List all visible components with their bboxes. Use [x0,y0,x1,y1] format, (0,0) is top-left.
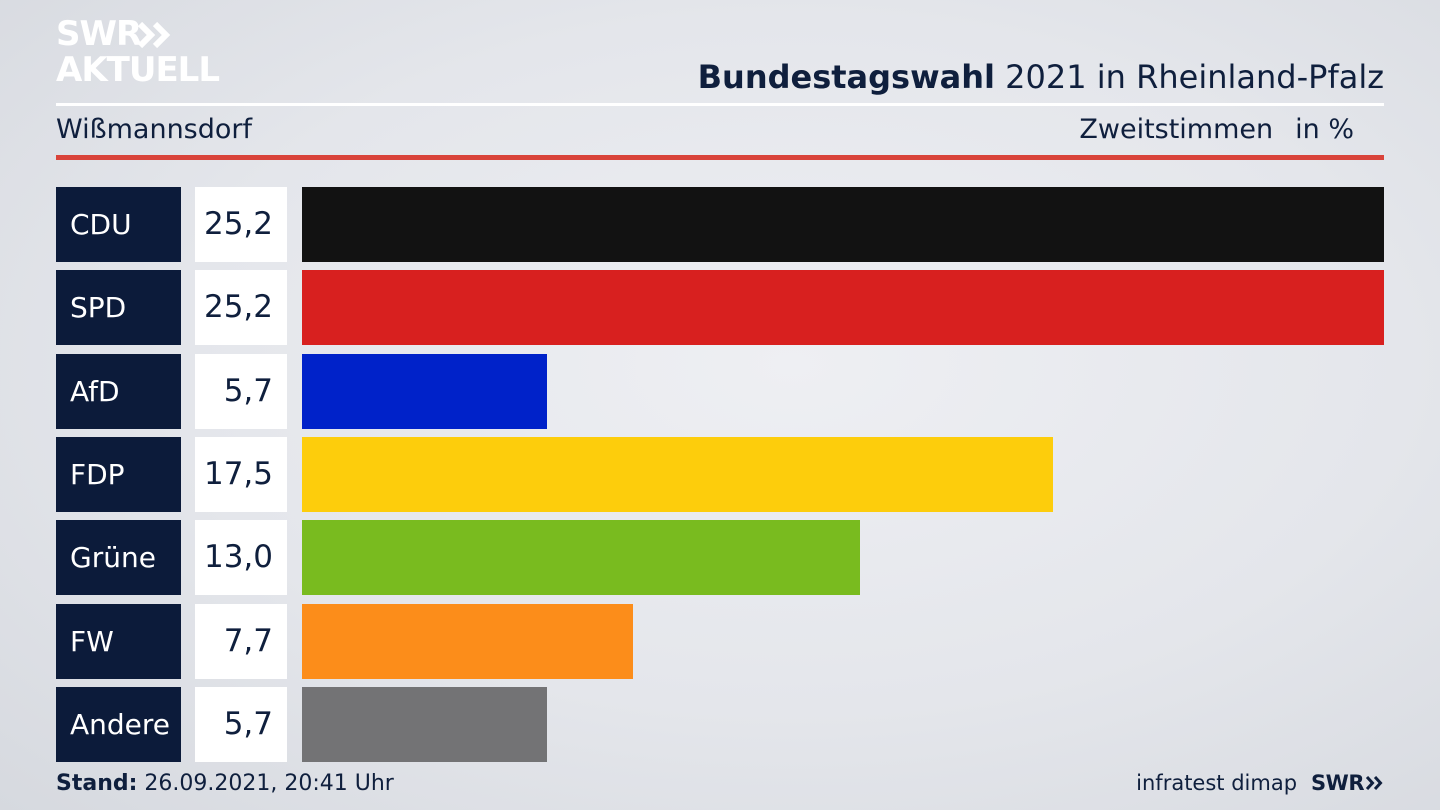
bar-row: AfD 5,7 [56,353,1384,429]
party-label: AfD [56,353,181,429]
location-label: Wißmannsdorf [56,114,253,145]
value-label: 5,7 [195,686,287,762]
footer-swr-logo: SWR [1311,771,1384,795]
chart-title: Bundestagswahl 2021 in Rheinland-Pfalz [698,58,1384,96]
bar [302,686,547,762]
bar-row: FW 7,7 [56,603,1384,679]
footer-logo-text: SWR [1311,771,1364,795]
metric-name: Zweitstimmen [1079,114,1274,145]
logo-text-swr: SWR [56,14,142,54]
title-bold: Bundestagswahl [697,58,995,96]
party-label: CDU [56,187,181,262]
value-label: 17,5 [195,436,287,512]
bar [302,353,547,429]
stand-label: Stand: [56,771,138,796]
party-label: Andere [56,686,181,762]
party-label: SPD [56,270,181,346]
double-chevron-icon [138,22,171,48]
bar-row: SPD 25,2 [56,270,1384,346]
bar-row: Andere 5,7 [56,686,1384,762]
footer-credits: infratest dimap SWR [1136,771,1384,795]
bar-row: Grüne 13,0 [56,520,1384,596]
value-label: 25,2 [195,187,287,262]
value-label: 5,7 [195,353,287,429]
bar [302,187,1384,262]
bar [302,436,1053,512]
footer-chevron-icon [1366,776,1383,790]
title-rest: 2021 in Rheinland-Pfalz [1005,58,1384,96]
party-label: FDP [56,436,181,512]
bar [302,603,633,679]
party-label: Grüne [56,520,181,596]
metric-label: Zweitstimmen in % [1079,114,1354,145]
value-label: 25,2 [195,270,287,346]
bar-row: CDU 25,2 [56,187,1384,262]
value-label: 13,0 [195,520,287,596]
bar-row: FDP 17,5 [56,436,1384,512]
accent-divider [56,155,1384,160]
bar [302,270,1384,346]
logo-text-aktuell: AKTUELL [56,50,220,90]
swr-aktuell-logo: SWR AKTUELL [56,16,226,88]
party-label: FW [56,603,181,679]
bar [302,520,860,596]
value-label: 7,7 [195,603,287,679]
timestamp: Stand: 26.09.2021, 20:41 Uhr [56,771,394,796]
unit-label: in % [1295,114,1354,145]
header-divider [56,103,1384,106]
stand-value: 26.09.2021, 20:41 Uhr [144,771,394,796]
source-label: infratest dimap [1136,771,1298,795]
